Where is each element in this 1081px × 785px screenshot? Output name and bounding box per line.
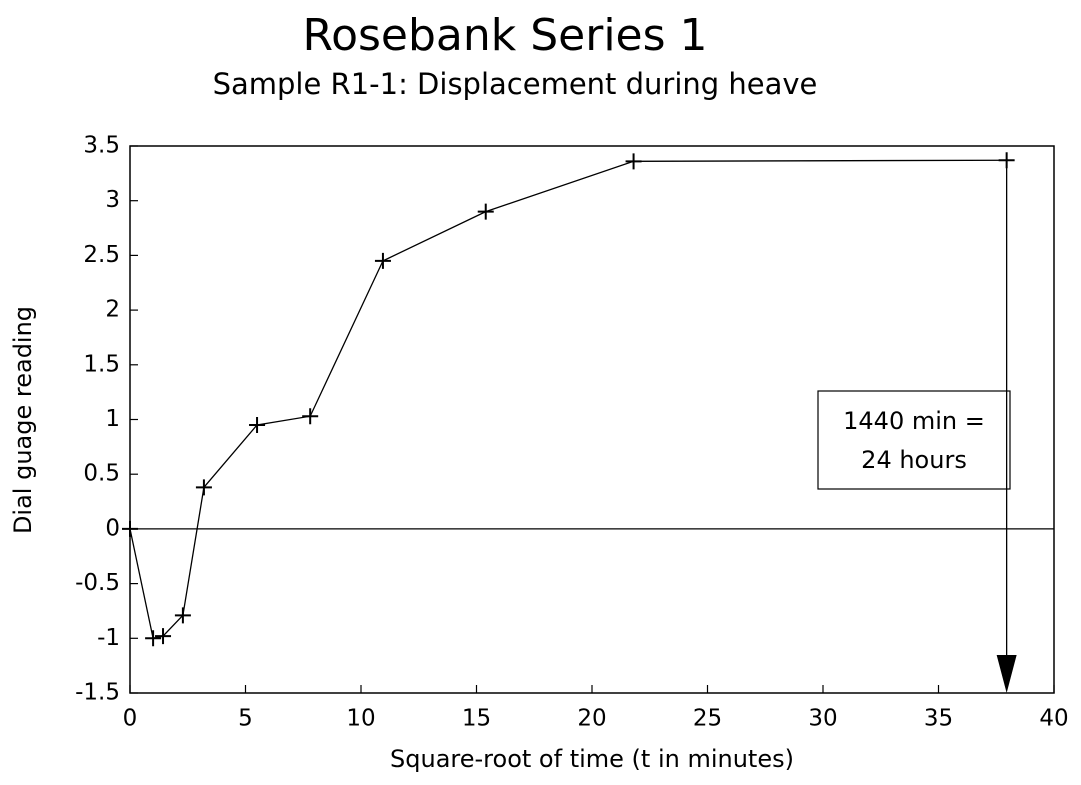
- y-tick-label: -1: [97, 625, 120, 651]
- point-marker: [249, 416, 266, 433]
- y-tick-label: 0: [105, 515, 120, 541]
- y-tick-label: -1.5: [75, 680, 120, 706]
- y-tick-label: 1: [105, 406, 120, 432]
- x-tick-label: 40: [1039, 706, 1068, 732]
- point-marker: [195, 479, 212, 496]
- point-marker: [302, 408, 319, 425]
- point-marker: [625, 153, 642, 170]
- annotation: 1440 min =: [843, 407, 985, 435]
- chart-title: Rosebank Series 1: [302, 10, 707, 61]
- y-tick-label: -0.5: [75, 570, 120, 596]
- x-axis-label: Square-root of time (t in minutes): [390, 745, 794, 773]
- annotation-box: [817, 390, 1011, 490]
- y-tick-label: 3.5: [83, 133, 120, 159]
- arrow-head: [996, 655, 1017, 693]
- y-axis-label: Dial guage reading: [9, 306, 37, 534]
- annotation: 24 hours: [861, 446, 967, 474]
- y-tick-label: 2.5: [83, 242, 120, 268]
- chart-subtitle: Sample R1-1: Displacement during heave: [213, 67, 818, 101]
- point-marker: [374, 252, 391, 269]
- x-tick-label: 5: [238, 706, 253, 732]
- x-tick-label: 15: [462, 706, 491, 732]
- x-tick-label: 25: [693, 706, 722, 732]
- y-tick-label: 0.5: [83, 461, 120, 487]
- x-tick-label: 30: [808, 706, 837, 732]
- x-tick-label: 35: [924, 706, 953, 732]
- y-tick-label: 1.5: [83, 351, 120, 377]
- point-marker: [174, 607, 191, 624]
- point-marker: [155, 628, 172, 645]
- x-tick-label: 20: [577, 706, 606, 732]
- y-tick-label: 2: [105, 297, 120, 323]
- point-marker: [145, 630, 162, 647]
- x-tick-label: 10: [346, 706, 375, 732]
- y-tick-label: 3: [105, 187, 120, 213]
- x-tick-label: 0: [123, 706, 138, 732]
- point-marker: [477, 203, 494, 220]
- point-marker: [122, 520, 138, 537]
